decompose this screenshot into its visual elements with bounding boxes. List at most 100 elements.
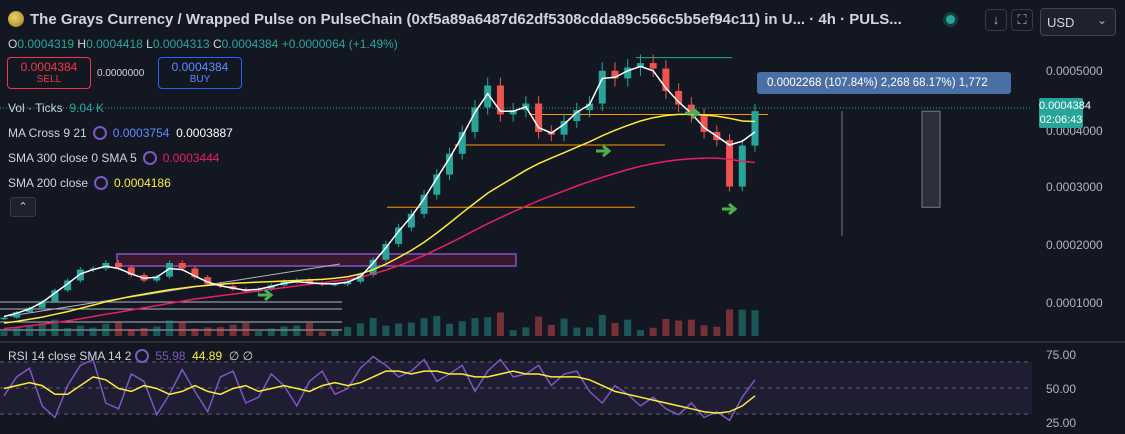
sell-button[interactable]: 0.0004384 SELL <box>7 57 91 89</box>
rsi-extra: ∅ ∅ <box>228 349 254 363</box>
volume-bar <box>649 327 657 336</box>
volume-bar <box>458 321 466 336</box>
volume-bar <box>420 318 428 336</box>
rsi-tick-50: 50.00 <box>1046 382 1077 396</box>
candle-body <box>420 194 428 214</box>
volume-bar <box>165 320 173 336</box>
rsi-value: 55.98 <box>155 349 186 363</box>
rsi-legend[interactable]: RSI 14 close SMA 14 2 55.98 44.89 ∅ ∅ <box>8 349 254 363</box>
candle-body <box>433 174 441 195</box>
price-candles <box>0 54 759 321</box>
volume-bar <box>216 327 224 336</box>
candle-body <box>573 110 581 121</box>
volume-bar <box>191 328 199 336</box>
volume-bar <box>242 323 250 336</box>
candle-body <box>611 70 619 79</box>
volume-bar <box>280 326 288 336</box>
volume-bar <box>89 327 97 336</box>
volume-bar <box>586 327 594 336</box>
measure-bars <box>841 110 941 236</box>
signal-arrow-icon <box>685 106 701 120</box>
candle-body <box>471 107 479 132</box>
volume-bar <box>509 330 517 336</box>
candle-body <box>382 243 390 260</box>
candle-body <box>662 68 670 91</box>
candle-body <box>751 111 759 146</box>
volume-bar <box>267 328 275 336</box>
candle-body <box>13 312 21 318</box>
volume-bar <box>0 331 8 336</box>
volume-bar <box>318 331 326 336</box>
rsi-settings-icon[interactable] <box>135 349 150 363</box>
sma200-legend[interactable]: SMA 200 close 0.0004186 <box>8 176 171 190</box>
volume-bar <box>573 327 581 336</box>
measure-bar <box>921 110 941 208</box>
volume-bar <box>738 309 746 336</box>
buy-button[interactable]: 0.0004384 BUY <box>158 57 242 89</box>
price-tick-1: 0.0005000 <box>1046 64 1103 78</box>
volume-bar <box>25 326 33 336</box>
sma200-settings-icon[interactable] <box>94 176 109 190</box>
candle-body <box>305 280 313 284</box>
candle-body <box>649 63 657 69</box>
volume-bar <box>38 323 46 336</box>
volume-bar <box>382 325 390 336</box>
rsi-line <box>3 355 756 422</box>
currency-value: USD <box>1047 15 1075 30</box>
candle-body <box>407 213 415 228</box>
sma300-value: 0.0003444 <box>162 151 220 165</box>
volume-bar <box>13 327 21 336</box>
candle-body <box>267 285 275 290</box>
volume-bar <box>356 323 364 336</box>
market-status-icon[interactable] <box>946 15 955 24</box>
volume-bars <box>0 309 759 336</box>
change-value: +0.0000064 (+1.49%) <box>281 37 398 51</box>
ma-cross-legend[interactable]: MA Cross 9 21 0.0003754 0.0003887 <box>8 126 233 140</box>
sma300-settings-icon[interactable] <box>142 151 157 165</box>
close-value: 0.0004384 <box>221 37 279 51</box>
ma-fast-line <box>3 65 756 318</box>
collapse-legend-button[interactable]: ⌃ <box>10 197 36 217</box>
candle-body <box>153 276 161 281</box>
volume-value: 9.04 K <box>69 101 105 115</box>
fullscreen-icon[interactable]: ⛶ <box>1011 9 1033 31</box>
sell-label: SELL <box>36 74 62 85</box>
chart-title[interactable]: The Grays Currency / Wrapped Pulse on Pu… <box>30 11 902 28</box>
volume-legend[interactable]: Vol · Ticks 9.04 K <box>8 101 105 115</box>
volume-bar <box>407 322 415 336</box>
volume-bar <box>713 326 721 336</box>
high-value: 0.0004418 <box>86 37 143 51</box>
sma300-line <box>3 157 756 330</box>
volume-bar <box>344 326 352 336</box>
title-bar: The Grays Currency / Wrapped Pulse on Pu… <box>0 0 1125 36</box>
sma300-legend[interactable]: SMA 300 close 0 SMA 5 0.0003444 <box>8 151 220 165</box>
volume-bar <box>687 319 695 336</box>
buy-price: 0.0004384 <box>171 60 229 74</box>
signal-arrow-icon <box>722 202 738 216</box>
volume-bar <box>662 319 670 336</box>
ma-cross-settings-icon[interactable] <box>92 126 107 140</box>
candle-body <box>344 281 352 285</box>
candle-body <box>484 85 492 108</box>
price-tick-3: 0.0003000 <box>1046 180 1103 194</box>
sma200-line <box>3 113 756 324</box>
volume-bar <box>700 325 708 336</box>
candle-body <box>76 269 84 281</box>
candle-body <box>738 145 746 187</box>
signal-arrow-icon <box>596 144 612 158</box>
download-icon[interactable]: ↓ <box>985 9 1007 31</box>
candle-body <box>458 131 466 154</box>
sma200-value: 0.0004186 <box>114 176 171 190</box>
candle-body <box>509 110 517 115</box>
volume-bar <box>76 325 84 336</box>
volume-bar <box>153 326 161 336</box>
ma-cross-value-1: 0.0003754 <box>112 126 170 140</box>
candle-body <box>586 103 594 111</box>
volume-bar <box>636 330 644 336</box>
sell-price: 0.0004384 <box>20 60 78 74</box>
candle-body <box>178 263 186 269</box>
candle-body <box>369 259 377 276</box>
price-tick-5: 0.0001000 <box>1046 296 1103 310</box>
currency-select[interactable]: USD ⌄ <box>1040 8 1116 36</box>
